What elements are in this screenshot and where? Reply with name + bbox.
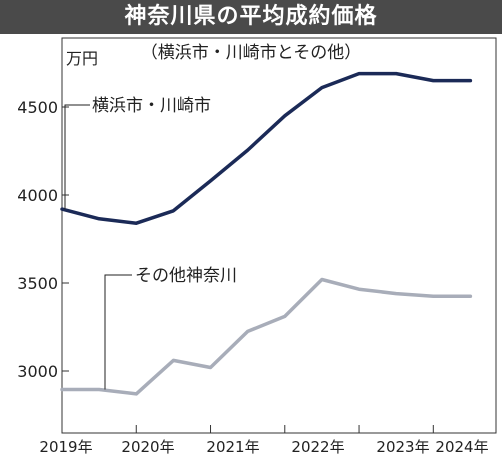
- callout-leader-1: [104, 274, 132, 390]
- series-label-0: 横浜市・川崎市: [92, 96, 211, 116]
- series-label-1: その他神奈川: [135, 266, 237, 286]
- title-bar: [0, 0, 502, 34]
- x-tick-label: 2019年: [39, 438, 92, 456]
- x-tick-label: 2022年: [291, 438, 344, 456]
- y-unit-label: 万円: [66, 49, 98, 68]
- y-tick-label: 3000: [17, 362, 58, 381]
- x-axis: 2019年 2020年 2021年 2022年 2023年 2024年: [39, 425, 489, 456]
- x-tick-label: 2021年: [206, 438, 259, 456]
- x-tick-label: 2020年: [121, 438, 174, 456]
- x-tick-label: 2024年: [435, 438, 488, 456]
- series-line-1: [60, 277, 473, 396]
- plot-frame: [61, 37, 497, 434]
- y-axis: 3000 3500 4000 4500: [17, 98, 69, 381]
- chart-title: 神奈川県の平均成約価格: [124, 4, 378, 29]
- x-tick-label: 2023年: [376, 438, 429, 456]
- chart-subtitle: （横浜市・川崎市とその他）: [140, 43, 362, 63]
- callout-leader-0: [64, 104, 90, 210]
- series-lines: [60, 71, 473, 396]
- y-tick-label: 4500: [17, 98, 58, 117]
- y-tick-label: 3500: [17, 274, 58, 293]
- series-line-0: [60, 71, 473, 225]
- y-tick-label: 4000: [17, 186, 58, 205]
